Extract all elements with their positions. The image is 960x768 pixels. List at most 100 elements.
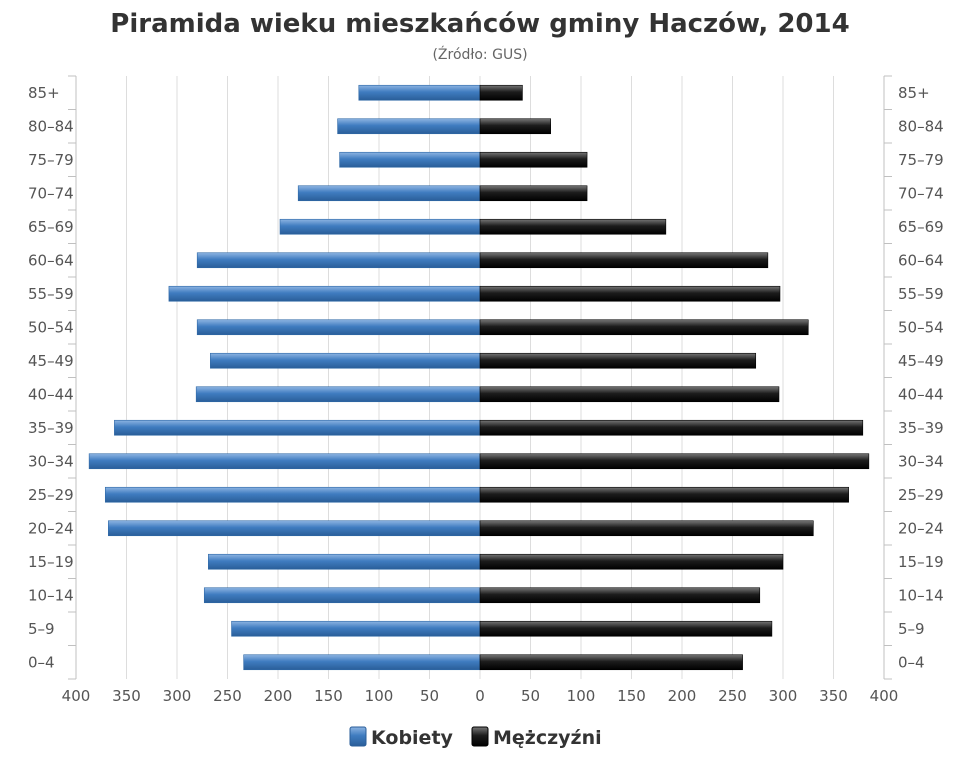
axes <box>68 75 892 680</box>
category-label-right: 75–79 <box>898 151 944 169</box>
bar-kobiety[interactable] <box>210 352 481 369</box>
x-tick-label: 50 <box>521 687 540 705</box>
bar-mezczyzni[interactable] <box>479 453 870 470</box>
legend-swatch-kobiety <box>349 726 367 747</box>
category-label-left: 40–44 <box>28 385 74 403</box>
category-label-right: 60–64 <box>898 251 944 269</box>
chart-subtitle: (Źródło: GUS) <box>432 45 527 63</box>
bar-mezczyzni[interactable] <box>479 620 773 637</box>
legend-item-kobiety[interactable]: Kobiety <box>349 726 454 749</box>
bar-mezczyzni[interactable] <box>479 553 784 570</box>
bar-kobiety[interactable] <box>203 587 481 604</box>
x-tick-label: 300 <box>769 687 798 705</box>
category-label-left: 10–14 <box>28 586 74 604</box>
bars <box>88 84 870 671</box>
bar-mezczyzni[interactable] <box>479 218 667 235</box>
x-tick-label: 150 <box>617 687 646 705</box>
category-label-left: 0–4 <box>28 653 55 671</box>
category-label-right: 35–39 <box>898 419 944 437</box>
legend-item-mezczyzni[interactable]: Mężczyźni <box>471 726 602 749</box>
bar-mezczyzni[interactable] <box>479 252 769 269</box>
category-label-right: 65–69 <box>898 218 944 236</box>
category-label-right: 5–9 <box>898 620 925 638</box>
legend-label-kobiety: Kobiety <box>371 727 454 749</box>
bar-mezczyzni[interactable] <box>479 520 814 537</box>
x-tick-label: 100 <box>365 687 394 705</box>
left-category-labels: 85+ 80–84 75–79 70–74 65–69 60–64 55–59 50–54 45… <box>28 84 74 672</box>
x-tick-label: 200 <box>668 687 697 705</box>
bar-mezczyzni[interactable] <box>479 118 551 135</box>
category-label-left: 70–74 <box>28 184 74 202</box>
category-label-left: 55–59 <box>28 285 74 303</box>
bar-kobiety[interactable] <box>196 252 481 269</box>
bar-mezczyzni[interactable] <box>479 419 864 436</box>
x-tick-labels: 400 350 300 250 200 150 100 50 0 50 100 150 200 250 30… <box>62 687 899 705</box>
bar-kobiety[interactable] <box>243 654 481 671</box>
legend: Kobiety Mężczyźni <box>349 726 602 749</box>
bar-mezczyzni[interactable] <box>479 654 743 671</box>
category-label-right: 40–44 <box>898 385 944 403</box>
bar-mezczyzni[interactable] <box>479 319 809 336</box>
bar-mezczyzni[interactable] <box>479 151 588 168</box>
category-label-left: 20–24 <box>28 519 74 537</box>
category-label-right: 30–34 <box>898 452 944 470</box>
bar-mezczyzni[interactable] <box>479 84 523 101</box>
x-tick-label: 250 <box>718 687 747 705</box>
category-label-left: 75–79 <box>28 151 74 169</box>
chart-title: Piramida wieku mieszkańców gminy Haczów,… <box>110 9 849 39</box>
x-tick-label: 400 <box>870 687 899 705</box>
x-tick-label: 50 <box>420 687 439 705</box>
bar-kobiety[interactable] <box>195 386 481 403</box>
category-label-left: 30–34 <box>28 452 74 470</box>
x-tick-label: 0 <box>475 687 485 705</box>
category-label-left: 65–69 <box>28 218 74 236</box>
category-label-left: 85+ <box>28 84 60 102</box>
x-tick-label: 150 <box>314 687 343 705</box>
category-label-left: 50–54 <box>28 318 74 336</box>
bar-mezczyzni[interactable] <box>479 386 780 403</box>
x-tick-label: 350 <box>112 687 141 705</box>
bar-kobiety[interactable] <box>339 151 481 168</box>
category-label-right: 80–84 <box>898 117 944 135</box>
bar-kobiety[interactable] <box>196 319 481 336</box>
bar-kobiety[interactable] <box>88 453 481 470</box>
category-label-left: 60–64 <box>28 251 74 269</box>
bar-kobiety[interactable] <box>297 185 481 202</box>
right-category-labels: 85+ 80–84 75–79 70–74 65–69 60–64 55–59 50–54 45… <box>898 84 944 672</box>
bar-kobiety[interactable] <box>279 218 481 235</box>
bar-kobiety[interactable] <box>231 620 481 637</box>
category-label-right: 55–59 <box>898 285 944 303</box>
bar-kobiety[interactable] <box>108 520 481 537</box>
bar-kobiety[interactable] <box>358 84 481 101</box>
legend-label-mezczyzni: Mężczyźni <box>493 727 602 749</box>
category-label-left: 5–9 <box>28 620 55 638</box>
category-label-right: 50–54 <box>898 318 944 336</box>
category-label-left: 80–84 <box>28 117 74 135</box>
bar-mezczyzni[interactable] <box>479 486 849 503</box>
bar-mezczyzni[interactable] <box>479 587 761 604</box>
bar-kobiety[interactable] <box>337 118 481 135</box>
x-tick-label: 400 <box>62 687 91 705</box>
bar-mezczyzni[interactable] <box>479 185 588 202</box>
bar-mezczyzni[interactable] <box>479 352 757 369</box>
bar-kobiety[interactable] <box>208 553 481 570</box>
category-label-right: 85+ <box>898 84 930 102</box>
category-label-right: 45–49 <box>898 352 944 370</box>
category-label-right: 10–14 <box>898 586 944 604</box>
category-label-left: 45–49 <box>28 352 74 370</box>
legend-swatch-mezczyzni <box>471 726 489 747</box>
bar-mezczyzni[interactable] <box>479 285 781 302</box>
bar-kobiety[interactable] <box>114 419 481 436</box>
category-label-right: 25–29 <box>898 486 944 504</box>
bar-kobiety[interactable] <box>104 486 481 503</box>
category-label-right: 20–24 <box>898 519 944 537</box>
category-label-right: 0–4 <box>898 653 925 671</box>
category-label-left: 25–29 <box>28 486 74 504</box>
x-tick-label: 300 <box>163 687 192 705</box>
category-label-left: 15–19 <box>28 553 74 571</box>
bar-kobiety[interactable] <box>168 285 481 302</box>
category-label-left: 35–39 <box>28 419 74 437</box>
category-label-right: 70–74 <box>898 184 944 202</box>
x-tick-label: 200 <box>264 687 293 705</box>
